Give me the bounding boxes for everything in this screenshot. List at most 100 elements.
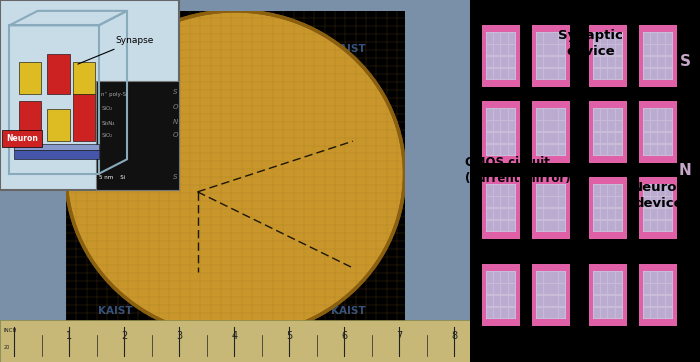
Bar [616,197,622,207]
Text: 3: 3 [176,331,182,341]
Text: KAIST: KAIST [408,201,443,211]
Bar [601,45,608,55]
Bar [552,209,558,219]
Bar [601,57,608,67]
Text: KAIST: KAIST [176,306,210,316]
Bar [594,185,600,195]
Bar [544,272,550,282]
Bar [594,145,600,155]
Bar [659,272,665,282]
Bar [544,145,550,155]
Bar [537,145,543,155]
Bar [651,57,657,67]
Bar [509,209,515,219]
Bar [552,197,558,207]
Bar [486,220,493,231]
Text: S: S [173,174,178,180]
FancyArrow shape [0,361,1,362]
Ellipse shape [66,11,405,337]
Bar [552,69,558,79]
Text: KAIST: KAIST [98,254,132,264]
Bar [544,69,550,79]
Bar [494,220,500,231]
Bar [643,184,673,232]
Bar [643,108,673,156]
Bar [659,33,665,43]
Bar [97,81,178,190]
Text: KAIST: KAIST [331,149,365,159]
Bar [666,145,672,155]
Bar [537,220,543,231]
Bar [594,296,600,306]
Text: KAIST: KAIST [20,306,55,316]
Bar [559,69,566,79]
Text: n⁺ poly-Si: n⁺ poly-Si [101,92,128,97]
Text: Neuron: Neuron [6,134,38,143]
Text: 8: 8 [452,331,458,341]
Bar [589,177,627,239]
Bar [501,209,508,219]
Bar [651,296,657,306]
Bar [552,284,558,294]
Text: KAIST: KAIST [331,44,365,54]
Bar [651,284,657,294]
Bar [616,220,622,231]
Bar [651,307,657,318]
Bar [494,307,500,318]
Bar [643,145,650,155]
Bar [536,271,566,319]
Bar [666,33,672,43]
Bar [651,209,657,219]
Bar [659,45,665,55]
Bar [594,57,600,67]
Bar [559,307,566,318]
Bar [643,133,650,143]
Bar [651,33,657,43]
Bar [651,197,657,207]
Bar [19,101,41,141]
Bar [552,121,558,131]
Bar [559,185,566,195]
Bar [659,109,665,119]
Bar [643,33,650,43]
FancyArrow shape [0,361,1,362]
Text: 2: 2 [121,331,127,341]
Bar [651,220,657,231]
Text: KAIST: KAIST [20,201,55,211]
Bar [544,296,550,306]
Bar [494,284,500,294]
Bar [601,209,608,219]
Bar [594,69,600,79]
Bar [501,185,508,195]
Bar [544,185,550,195]
Text: KAIST: KAIST [253,96,288,106]
Text: KAIST: KAIST [408,0,443,1]
Bar [594,284,600,294]
Bar [559,109,566,119]
Bar [616,121,622,131]
Bar [616,307,622,318]
Bar [608,33,615,43]
Text: Neuron
device: Neuron device [631,181,687,210]
Text: SiO₂: SiO₂ [101,133,113,138]
Bar [601,296,608,306]
Text: KAIST: KAIST [331,0,365,1]
Bar [616,33,622,43]
Bar [616,109,622,119]
Text: KAIST: KAIST [98,306,132,316]
Text: KAIST: KAIST [331,96,365,106]
Bar [537,296,543,306]
Bar [601,33,608,43]
Bar [537,109,543,119]
Text: KAIST: KAIST [253,306,288,316]
Bar [486,108,516,156]
Bar [616,284,622,294]
Bar [509,307,515,318]
Bar [594,307,600,318]
Bar [643,57,650,67]
Text: N: N [173,119,178,125]
Bar [494,272,500,282]
Bar [643,121,650,131]
Bar [666,133,672,143]
Bar [494,133,500,143]
